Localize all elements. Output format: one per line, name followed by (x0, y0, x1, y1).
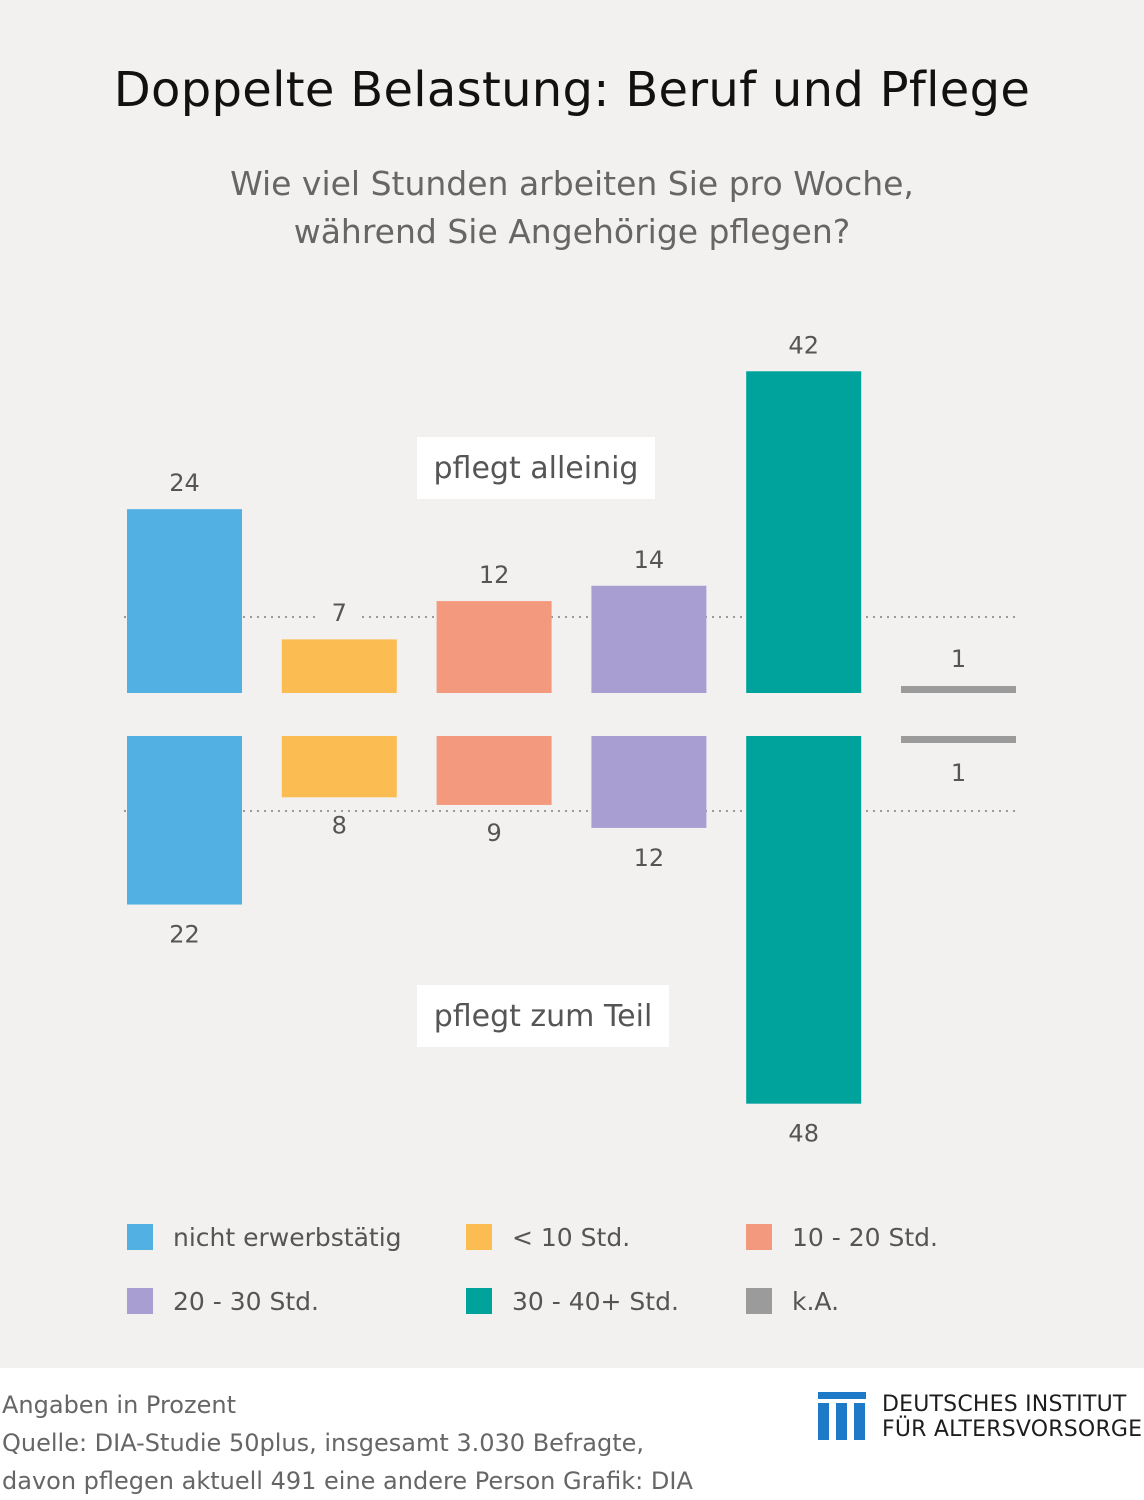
data-label-lower-0: 22 (169, 921, 200, 949)
footer-unit-note: Angaben in Prozent (2, 1391, 236, 1419)
data-label-upper-3: 14 (634, 546, 665, 574)
bar-upper-4 (746, 371, 862, 693)
subtitle-line-1: Wie viel Stunden arbeiten Sie pro Woche, (230, 164, 914, 203)
legend-swatch (127, 1288, 153, 1314)
bar-upper-5 (901, 686, 1016, 693)
bar-lower-1 (281, 736, 397, 798)
subtitle-line-2: während Sie Angehörige pflegen? (293, 212, 851, 251)
dia-logo-text: DEUTSCHES INSTITUT FÜR ALTERSVORSORGE (882, 1392, 1142, 1442)
legend-label: 20 - 30 Std. (173, 1286, 319, 1316)
legend-label: nicht erwerbstätig (173, 1222, 402, 1252)
bar-upper-1 (281, 639, 397, 693)
label-pflegt-alleinig: pflegt alleinig (417, 437, 655, 499)
bar-lower-0 (127, 736, 242, 905)
legend-item-20-30: 20 - 30 Std. (127, 1286, 319, 1316)
legend-item-30-40: 30 - 40+ Std. (466, 1286, 679, 1316)
data-label-lower-4: 48 (788, 1120, 819, 1148)
data-label-lower-1: 8 (332, 811, 347, 839)
legend-item-unter-10: < 10 Std. (466, 1222, 630, 1252)
legend-item-ka: k.A. (746, 1286, 839, 1316)
legend-swatch (746, 1224, 772, 1250)
chart-subtitle: Wie viel Stunden arbeiten Sie pro Woche,… (0, 160, 1144, 256)
legend-label: 30 - 40+ Std. (512, 1286, 679, 1316)
data-label-lower-5: 1 (951, 759, 966, 787)
data-label-upper-4: 42 (788, 331, 819, 359)
legend-label: < 10 Std. (512, 1222, 631, 1252)
bar-lower-5 (901, 736, 1016, 743)
footer-source-note: Quelle: DIA-Studie 50plus, insgesamt 3.0… (2, 1429, 644, 1457)
dia-logo-icon (818, 1392, 866, 1440)
footer-notes: Angaben in Prozent Quelle: DIA-Studie 50… (2, 1386, 693, 1500)
legend-swatch (746, 1288, 772, 1314)
data-label-upper-2: 12 (479, 561, 510, 589)
logo-line-2: FÜR ALTERSVORSORGE (882, 1417, 1143, 1442)
bar-upper-0 (127, 509, 242, 693)
data-label-lower-3: 12 (634, 844, 665, 872)
dia-logo: DEUTSCHES INSTITUT FÜR ALTERSVORSORGE (818, 1392, 1142, 1442)
data-label-lower-2: 9 (486, 819, 501, 847)
legend-swatch (127, 1224, 153, 1250)
bar-lower-3 (591, 736, 707, 828)
legend-swatch (466, 1288, 492, 1314)
legend-item-nicht-erwerbstaetig: nicht erwerbstätig (127, 1222, 402, 1252)
data-label-upper-0: 24 (169, 469, 200, 497)
label-pflegt-zum-teil: pflegt zum Teil (417, 985, 669, 1047)
legend-label: k.A. (792, 1286, 840, 1316)
bar-upper-2 (436, 601, 552, 693)
data-label-upper-5: 1 (951, 645, 966, 673)
bar-lower-2 (436, 736, 552, 805)
bar-chart: 24 7 12 14 42 1 22 8 9 12 48 1 (124, 331, 1020, 1148)
label-gap (319, 612, 360, 622)
bar-upper-3 (591, 585, 707, 693)
bar-lower-4 (746, 736, 862, 1104)
legend-label: 10 - 20 Std. (792, 1222, 938, 1252)
data-label-upper-1: 7 (332, 599, 347, 627)
chart-title: Doppelte Belastung: Beruf und Pflege (113, 62, 1031, 118)
logo-line-1: DEUTSCHES INSTITUT (882, 1392, 1127, 1417)
legend-swatch (466, 1224, 492, 1250)
footer-source-note-2: davon pflegen aktuell 491 eine andere Pe… (2, 1467, 693, 1495)
legend-item-10-20: 10 - 20 Std. (746, 1222, 938, 1252)
